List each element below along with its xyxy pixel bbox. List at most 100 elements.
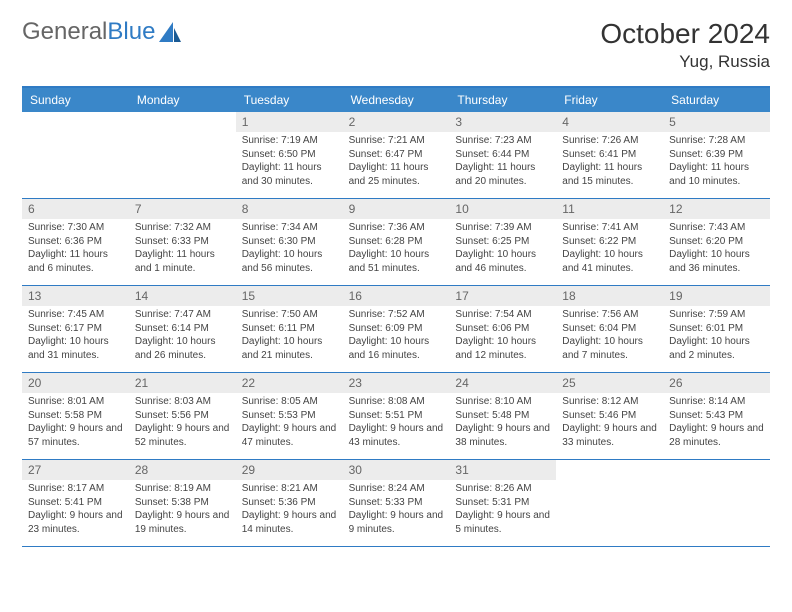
day-header-cell: Sunday [22, 88, 129, 112]
sunset-text: Sunset: 5:53 PM [242, 409, 337, 423]
logo-sail-icon [159, 22, 181, 42]
sunrise-text: Sunrise: 7:59 AM [669, 308, 764, 322]
day-cell: 2Sunrise: 7:21 AMSunset: 6:47 PMDaylight… [343, 112, 450, 198]
sunrise-text: Sunrise: 7:23 AM [455, 134, 550, 148]
day-cell: 3 Sunrise: 7:23 AMSunset: 6:44 PMDaylight… [449, 112, 556, 198]
day-body: Sunrise: 8:12 AMSunset: 5:46 PMDaylight:… [556, 393, 663, 453]
sunrise-text: Sunrise: 7:52 AM [349, 308, 444, 322]
daylight-text: Daylight: 10 hours and 21 minutes. [242, 335, 337, 362]
day-body: Sunrise: 8:17 AMSunset: 5:41 PMDaylight:… [22, 480, 129, 540]
daylight-text: Daylight: 11 hours and 10 minutes. [669, 161, 764, 188]
day-cell: 21Sunrise: 8:03 AMSunset: 5:56 PMDayligh… [129, 373, 236, 459]
sunset-text: Sunset: 5:36 PM [242, 496, 337, 510]
sunset-text: Sunset: 5:46 PM [562, 409, 657, 423]
daylight-text: Daylight: 11 hours and 25 minutes. [349, 161, 444, 188]
day-number: 7 [129, 199, 236, 219]
daylight-text: Daylight: 11 hours and 20 minutes. [455, 161, 550, 188]
daylight-text: Daylight: 9 hours and 9 minutes. [349, 509, 444, 536]
day-number: 21 [129, 373, 236, 393]
day-number: 30 [343, 460, 450, 480]
day-body: Sunrise: 8:10 AMSunset: 5:48 PMDaylight:… [449, 393, 556, 453]
day-cell: 24Sunrise: 8:10 AMSunset: 5:48 PMDayligh… [449, 373, 556, 459]
day-cell: 15Sunrise: 7:50 AMSunset: 6:11 PMDayligh… [236, 286, 343, 372]
week-row: 27Sunrise: 8:17 AMSunset: 5:41 PMDayligh… [22, 460, 770, 547]
day-cell: 31Sunrise: 8:26 AMSunset: 5:31 PMDayligh… [449, 460, 556, 546]
day-header-row: SundayMondayTuesdayWednesdayThursdayFrid… [22, 88, 770, 112]
sunset-text: Sunset: 5:51 PM [349, 409, 444, 423]
day-cell: 4Sunrise: 7:26 AMSunset: 6:41 PMDaylight… [556, 112, 663, 198]
day-body: Sunrise: 8:08 AMSunset: 5:51 PMDaylight:… [343, 393, 450, 453]
day-cell: 10Sunrise: 7:39 AMSunset: 6:25 PMDayligh… [449, 199, 556, 285]
sunset-text: Sunset: 6:39 PM [669, 148, 764, 162]
day-cell: .. [663, 460, 770, 546]
header: GeneralBlue October 2024 Yug, Russia [22, 18, 770, 72]
sunrise-text: Sunrise: 8:19 AM [135, 482, 230, 496]
daylight-text: Daylight: 10 hours and 7 minutes. [562, 335, 657, 362]
day-body: Sunrise: 7:30 AMSunset: 6:36 PMDaylight:… [22, 219, 129, 279]
day-body: Sunrise: 8:03 AMSunset: 5:56 PMDaylight:… [129, 393, 236, 453]
daylight-text: Daylight: 9 hours and 14 minutes. [242, 509, 337, 536]
day-header-cell: Friday [556, 88, 663, 112]
sunrise-text: Sunrise: 7:26 AM [562, 134, 657, 148]
day-header-cell: Saturday [663, 88, 770, 112]
day-body: Sunrise: 7:28 AMSunset: 6:39 PMDaylight:… [663, 132, 770, 192]
sunset-text: Sunset: 6:22 PM [562, 235, 657, 249]
sunset-text: Sunset: 5:48 PM [455, 409, 550, 423]
daylight-text: Daylight: 10 hours and 36 minutes. [669, 248, 764, 275]
day-cell: 30Sunrise: 8:24 AMSunset: 5:33 PMDayligh… [343, 460, 450, 546]
sunset-text: Sunset: 6:47 PM [349, 148, 444, 162]
day-number: 1 [236, 112, 343, 132]
day-cell: 25Sunrise: 8:12 AMSunset: 5:46 PMDayligh… [556, 373, 663, 459]
month-title: October 2024 [600, 18, 770, 50]
daylight-text: Daylight: 9 hours and 33 minutes. [562, 422, 657, 449]
day-body: Sunrise: 7:32 AMSunset: 6:33 PMDaylight:… [129, 219, 236, 279]
day-number: 5 [663, 112, 770, 132]
day-cell: 5Sunrise: 7:28 AMSunset: 6:39 PMDaylight… [663, 112, 770, 198]
daylight-text: Daylight: 9 hours and 23 minutes. [28, 509, 123, 536]
day-number: 3 [449, 112, 556, 132]
sunset-text: Sunset: 6:11 PM [242, 322, 337, 336]
sunrise-text: Sunrise: 7:32 AM [135, 221, 230, 235]
day-body: Sunrise: 7:19 AMSunset: 6:50 PMDaylight:… [236, 132, 343, 192]
day-number: 9 [343, 199, 450, 219]
day-number: 20 [22, 373, 129, 393]
day-number: 10 [449, 199, 556, 219]
day-body: Sunrise: 8:19 AMSunset: 5:38 PMDaylight:… [129, 480, 236, 540]
sunset-text: Sunset: 5:56 PM [135, 409, 230, 423]
day-number: 4 [556, 112, 663, 132]
day-cell: 11Sunrise: 7:41 AMSunset: 6:22 PMDayligh… [556, 199, 663, 285]
daylight-text: Daylight: 11 hours and 6 minutes. [28, 248, 123, 275]
daylight-text: Daylight: 9 hours and 5 minutes. [455, 509, 550, 536]
sunset-text: Sunset: 6:17 PM [28, 322, 123, 336]
daylight-text: Daylight: 10 hours and 2 minutes. [669, 335, 764, 362]
calendar: SundayMondayTuesdayWednesdayThursdayFrid… [22, 86, 770, 547]
day-cell: 27Sunrise: 8:17 AMSunset: 5:41 PMDayligh… [22, 460, 129, 546]
day-body: Sunrise: 8:24 AMSunset: 5:33 PMDaylight:… [343, 480, 450, 540]
day-number: 18 [556, 286, 663, 306]
sunrise-text: Sunrise: 7:41 AM [562, 221, 657, 235]
day-body: Sunrise: 7:47 AMSunset: 6:14 PMDaylight:… [129, 306, 236, 366]
day-body: Sunrise: 7:43 AMSunset: 6:20 PMDaylight:… [663, 219, 770, 279]
day-number: 8 [236, 199, 343, 219]
day-body: Sunrise: 8:05 AMSunset: 5:53 PMDaylight:… [236, 393, 343, 453]
sunset-text: Sunset: 6:36 PM [28, 235, 123, 249]
daylight-text: Daylight: 11 hours and 15 minutes. [562, 161, 657, 188]
day-number: 16 [343, 286, 450, 306]
sunrise-text: Sunrise: 8:12 AM [562, 395, 657, 409]
daylight-text: Daylight: 10 hours and 56 minutes. [242, 248, 337, 275]
day-number: 29 [236, 460, 343, 480]
day-body: Sunrise: 7:34 AMSunset: 6:30 PMDaylight:… [236, 219, 343, 279]
sunrise-text: Sunrise: 8:08 AM [349, 395, 444, 409]
day-number: 22 [236, 373, 343, 393]
sunrise-text: Sunrise: 8:24 AM [349, 482, 444, 496]
sunset-text: Sunset: 6:44 PM [455, 148, 550, 162]
sunrise-text: Sunrise: 7:19 AM [242, 134, 337, 148]
day-cell: 1Sunrise: 7:19 AMSunset: 6:50 PMDaylight… [236, 112, 343, 198]
day-cell: 19Sunrise: 7:59 AMSunset: 6:01 PMDayligh… [663, 286, 770, 372]
sunrise-text: Sunrise: 7:43 AM [669, 221, 764, 235]
sunset-text: Sunset: 6:06 PM [455, 322, 550, 336]
daylight-text: Daylight: 9 hours and 52 minutes. [135, 422, 230, 449]
sunset-text: Sunset: 6:30 PM [242, 235, 337, 249]
sunrise-text: Sunrise: 7:54 AM [455, 308, 550, 322]
week-row: ....1Sunrise: 7:19 AMSunset: 6:50 PMDayl… [22, 112, 770, 199]
